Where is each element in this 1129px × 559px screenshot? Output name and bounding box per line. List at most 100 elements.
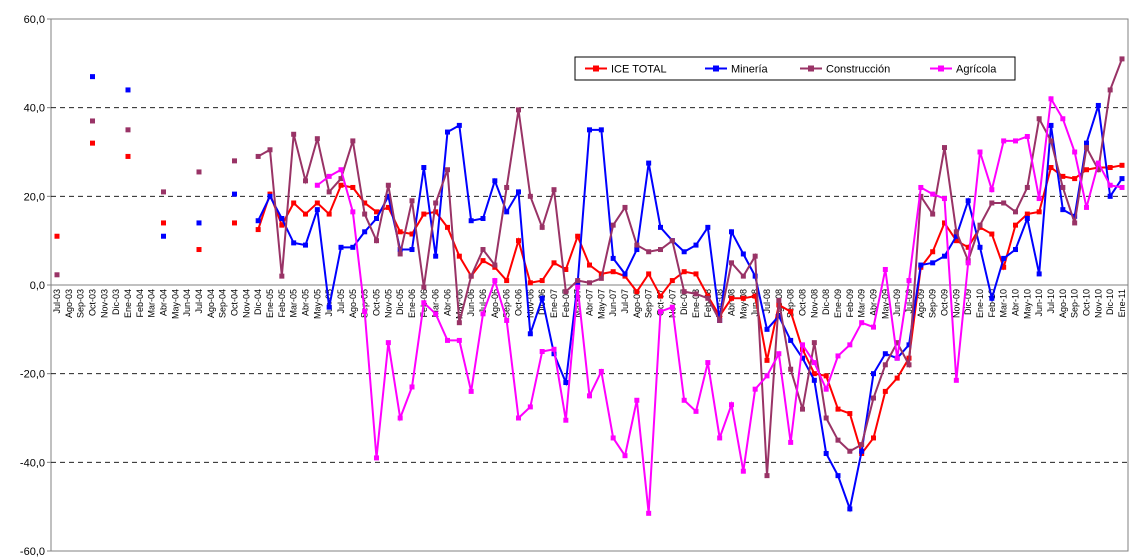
point — [847, 506, 853, 512]
point — [480, 247, 486, 253]
point — [374, 238, 379, 244]
point — [882, 388, 888, 394]
point — [255, 218, 261, 224]
point — [1060, 173, 1066, 179]
point — [788, 439, 794, 445]
point — [338, 244, 344, 250]
point — [291, 240, 297, 246]
legend-label: Construcción — [826, 64, 890, 76]
point — [930, 211, 936, 217]
point — [646, 160, 652, 166]
point — [397, 251, 403, 257]
point — [1107, 87, 1113, 93]
point — [385, 182, 391, 188]
point — [468, 388, 474, 394]
point — [421, 284, 427, 290]
point — [1072, 149, 1078, 155]
point — [397, 229, 403, 235]
point — [1024, 211, 1030, 217]
y-tick-label: 40,0 — [24, 103, 45, 115]
point — [705, 224, 711, 230]
x-tick-label: Oct-08 — [798, 289, 808, 316]
point — [1107, 182, 1113, 188]
x-tick-label: Oct-07 — [656, 289, 666, 316]
point — [918, 262, 924, 268]
point — [54, 272, 60, 278]
point — [740, 251, 746, 257]
point — [989, 200, 995, 206]
point — [989, 295, 995, 301]
x-tick-label: Oct-09 — [940, 289, 950, 316]
point — [965, 198, 971, 204]
point — [504, 209, 510, 215]
point — [646, 249, 652, 255]
x-tick-label: Oct-03 — [88, 289, 98, 316]
point — [610, 222, 616, 228]
point — [445, 167, 450, 173]
point — [823, 450, 829, 456]
point — [527, 193, 533, 199]
point — [681, 289, 687, 295]
x-tick-label: Oct-05 — [372, 289, 382, 316]
point — [634, 247, 640, 253]
x-tick-label: Nov-04 — [241, 289, 251, 318]
point — [161, 233, 166, 239]
x-tick-label: Abr-07 — [585, 289, 595, 316]
point — [539, 224, 545, 230]
x-tick-label: Nov-10 — [1093, 289, 1103, 318]
point — [196, 247, 202, 253]
point — [740, 295, 746, 301]
point — [669, 278, 675, 284]
point — [835, 406, 841, 412]
x-tick-label: Feb-07 — [561, 289, 571, 318]
x-tick-label: Sep-10 — [1070, 289, 1080, 318]
legend-marker — [593, 65, 599, 72]
x-tick-label: Ago-06 — [490, 289, 500, 318]
x-tick-label: Sep-03 — [76, 289, 86, 318]
point — [433, 253, 439, 259]
x-tick-label: Dic-03 — [111, 289, 121, 315]
point — [456, 122, 462, 128]
x-tick-label: Ene-10 — [975, 289, 985, 318]
point — [823, 373, 829, 379]
y-tick-label: 0,0 — [30, 280, 45, 292]
x-tick-label: Dic-07 — [679, 289, 689, 315]
x-tick-label: Mar-06 — [431, 289, 441, 318]
point — [421, 165, 427, 171]
point — [1084, 145, 1089, 151]
point — [1001, 255, 1007, 261]
point — [693, 271, 699, 277]
point — [634, 242, 640, 248]
point — [409, 198, 415, 204]
point — [1072, 176, 1078, 182]
x-tick-label: Jul-06 — [478, 289, 488, 314]
point — [125, 153, 131, 159]
x-tick-label: Abr-09 — [869, 289, 879, 316]
point — [1024, 216, 1030, 221]
point — [1048, 138, 1054, 144]
x-tick-label: Ago-05 — [348, 289, 358, 318]
point — [906, 342, 912, 348]
point — [326, 211, 332, 217]
point — [456, 253, 462, 259]
point — [551, 187, 557, 193]
x-tick-label: Nov-06 — [525, 289, 535, 318]
x-tick-label: May-06 — [454, 289, 464, 319]
point — [232, 191, 237, 197]
y-tick-label: 20,0 — [24, 191, 45, 203]
point — [989, 231, 995, 237]
point — [492, 262, 498, 268]
point — [563, 266, 569, 272]
point — [527, 331, 533, 337]
point — [362, 211, 368, 217]
point — [279, 222, 285, 228]
point — [575, 284, 581, 290]
point — [610, 255, 616, 261]
point — [1013, 222, 1018, 228]
point — [1095, 160, 1101, 166]
point — [563, 380, 569, 386]
point — [658, 224, 663, 230]
point — [977, 222, 983, 228]
point — [504, 317, 510, 323]
point — [800, 406, 805, 412]
